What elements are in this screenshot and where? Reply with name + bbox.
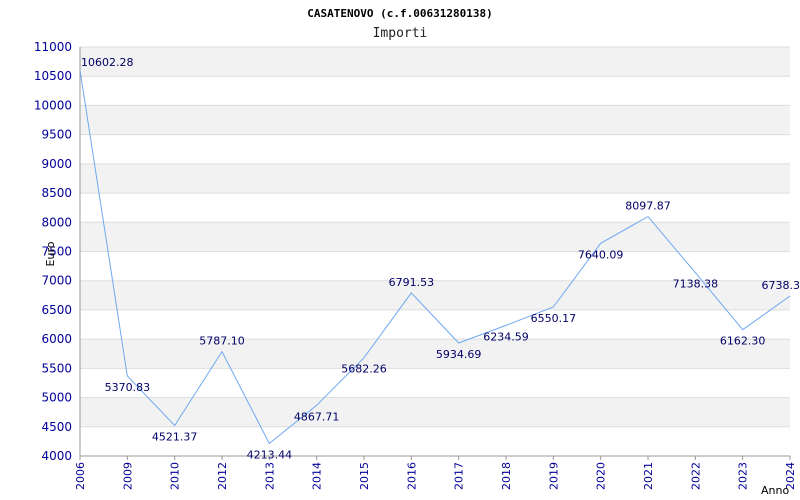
y-tick-label: 4000 (41, 449, 72, 463)
data-label: 7640.09 (578, 248, 624, 261)
series-line (79, 70, 791, 445)
x-tick-label: 2019 (547, 462, 560, 490)
x-axis-label: Anno (761, 484, 789, 497)
data-label: 8097.87 (625, 200, 671, 213)
data-label: 5787.10 (199, 335, 245, 348)
y-tick-label: 5500 (41, 361, 72, 375)
x-tick-label: 2018 (500, 462, 513, 490)
y-tick-label: 6500 (41, 303, 72, 317)
x-tick-label: 2006 (74, 462, 87, 490)
data-label: 7138.38 (673, 278, 719, 291)
y-tick-label: 4500 (41, 420, 72, 434)
data-label: 6162.30 (720, 335, 766, 348)
chart-title: CASATENOVO (c.f.00631280138) (307, 7, 492, 20)
grid-band (80, 222, 790, 252)
y-tick-label: 10000 (34, 98, 72, 112)
x-tick-label: 2017 (453, 462, 466, 490)
data-label: 5934.69 (436, 348, 482, 361)
y-axis-label: Euro (44, 241, 57, 266)
grid-band (80, 47, 790, 77)
grid-bands (80, 47, 790, 427)
grid-band (80, 163, 790, 194)
x-tick-label: 2020 (595, 462, 608, 490)
x-tick-label: 2010 (169, 462, 182, 490)
y-tick-label: 6000 (41, 332, 72, 346)
data-label: 6234.59 (483, 330, 529, 343)
x-axis-ticks: 2006 2009 2010 2012 2013 2014 2015 2016 2017 2018… (74, 456, 797, 490)
data-label: 4213.44 (247, 449, 293, 462)
y-tick-label: 5000 (41, 391, 72, 405)
x-tick-label: 2014 (311, 462, 324, 490)
x-tick-label: 2015 (358, 462, 371, 490)
grid-band (80, 105, 790, 135)
x-tick-label: 2012 (216, 462, 229, 490)
data-label: 10602.28 (81, 56, 134, 69)
data-label: 4867.71 (294, 410, 340, 423)
data-label: 6738.3 (762, 279, 800, 292)
y-tick-label: 7000 (41, 274, 72, 288)
x-tick-label: 2013 (263, 462, 276, 490)
y-tick-label: 7500 (41, 245, 72, 259)
y-tick-label: 9000 (41, 157, 72, 171)
y-tick-label: 9500 (41, 128, 72, 142)
y-tick-label: 8500 (41, 186, 72, 200)
chart-subtitle: Importi (373, 26, 428, 41)
x-tick-label: 2016 (405, 462, 418, 490)
x-tick-label: 2022 (689, 462, 702, 490)
data-label: 6550.17 (531, 312, 577, 325)
y-axis-ticks: 4000 4500 5000 5500 6000 6500 7000 7500 8000 8500… (34, 40, 72, 463)
grid-band (80, 339, 790, 369)
grid-lines (80, 46, 790, 457)
data-label: 5682.26 (341, 363, 387, 376)
data-label: 4521.37 (152, 431, 198, 444)
x-tick-label: 2021 (642, 462, 655, 490)
y-tick-label: 8000 (41, 215, 72, 229)
x-tick-label: 2009 (121, 462, 134, 490)
grid-band (80, 280, 790, 310)
grid-band (80, 397, 790, 427)
x-tick-label: 2023 (737, 462, 750, 490)
data-labels: 10602.28 5370.83 4521.37 5787.10 4213.44 4867… (81, 56, 800, 461)
y-tick-label: 11000 (34, 40, 72, 54)
x-tick-label: 2024 (784, 462, 797, 490)
data-label: 5370.83 (105, 381, 151, 394)
y-tick-label: 10500 (34, 69, 72, 83)
data-label: 6791.53 (389, 276, 435, 289)
